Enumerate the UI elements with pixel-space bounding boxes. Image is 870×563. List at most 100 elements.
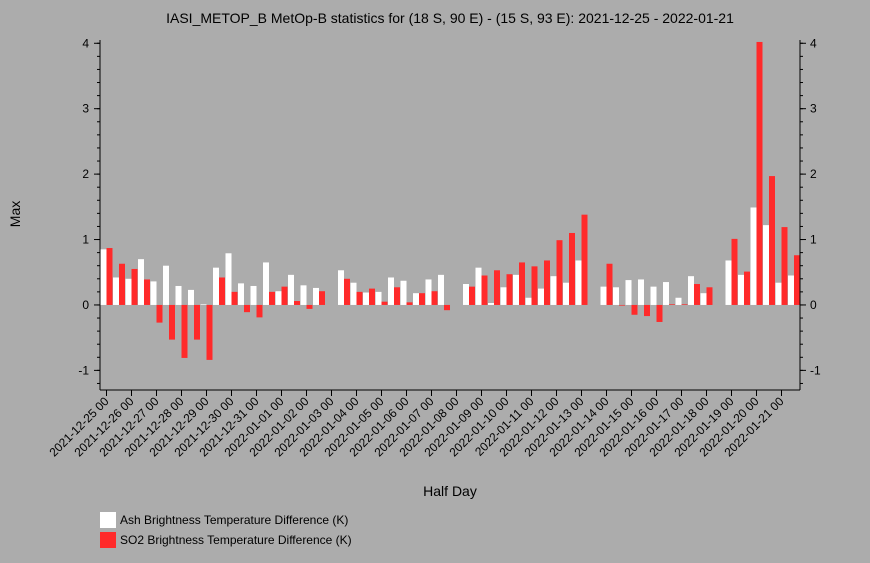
bar-ash bbox=[238, 283, 244, 305]
bar-ash bbox=[425, 279, 432, 305]
y-tick-label: 2 bbox=[810, 167, 817, 181]
bar-so2 bbox=[519, 262, 525, 305]
bar-ash bbox=[688, 276, 694, 305]
bar-so2 bbox=[269, 291, 275, 305]
bar-so2 bbox=[306, 304, 313, 309]
y-tick-label: -1 bbox=[78, 363, 89, 377]
bar-so2 bbox=[444, 304, 450, 311]
bar-so2 bbox=[319, 291, 325, 305]
bar-ash bbox=[225, 253, 232, 305]
legend-swatch-so2 bbox=[100, 532, 116, 548]
bar-so2 bbox=[494, 270, 500, 305]
chart-title: IASI_METOP_B MetOp-B statistics for (18 … bbox=[166, 10, 734, 26]
bar-ash bbox=[213, 267, 219, 305]
bar-ash bbox=[788, 275, 794, 305]
y-axis-label: Max bbox=[7, 201, 23, 227]
bar-ash bbox=[700, 293, 707, 305]
bar-so2 bbox=[406, 302, 413, 305]
bar-so2 bbox=[231, 291, 238, 305]
bar-ash bbox=[100, 249, 107, 305]
bar-ash bbox=[575, 260, 582, 305]
y-tick-label: 2 bbox=[82, 167, 89, 181]
bar-so2 bbox=[569, 232, 575, 305]
bar-so2 bbox=[394, 287, 400, 305]
y-tick-label: 1 bbox=[810, 233, 817, 247]
bar-so2 bbox=[144, 279, 150, 305]
bar-ash bbox=[675, 297, 682, 305]
bar-so2 bbox=[556, 240, 563, 305]
bar-so2 bbox=[756, 41, 763, 305]
x-axis-label: Half Day bbox=[423, 483, 477, 499]
bar-so2 bbox=[131, 268, 138, 305]
bar-ash bbox=[650, 286, 657, 305]
bar-so2 bbox=[419, 293, 425, 305]
bar-ash bbox=[200, 304, 207, 305]
bar-so2 bbox=[206, 304, 213, 360]
bar-ash bbox=[488, 302, 494, 305]
legend: Ash Brightness Temperature Difference (K… bbox=[100, 512, 352, 548]
bar-so2 bbox=[744, 271, 750, 305]
y-tick-label: -1 bbox=[810, 363, 821, 377]
bar-so2 bbox=[369, 288, 375, 305]
bar-so2 bbox=[731, 238, 738, 305]
bar-ash bbox=[125, 278, 132, 305]
bar-so2 bbox=[706, 287, 713, 305]
bar-so2 bbox=[694, 284, 700, 305]
bar-ash bbox=[475, 267, 482, 305]
bar-so2 bbox=[256, 304, 263, 318]
y-tick-label: 4 bbox=[82, 36, 89, 50]
bar-ash bbox=[338, 270, 344, 305]
bar-ash bbox=[175, 285, 182, 305]
bar-so2 bbox=[794, 255, 800, 305]
bar-ash bbox=[625, 280, 632, 305]
bar-ash bbox=[763, 225, 769, 305]
y-tick-label: 0 bbox=[810, 298, 817, 312]
bar-ash bbox=[350, 282, 357, 305]
bar-so2 bbox=[606, 263, 613, 305]
bar-ash bbox=[525, 297, 532, 305]
bar-ash bbox=[150, 281, 157, 305]
bar-ash bbox=[725, 260, 732, 305]
bar-so2 bbox=[194, 304, 200, 340]
bar-ash bbox=[563, 282, 569, 305]
y-tick-label: 0 bbox=[82, 298, 89, 312]
bar-so2 bbox=[481, 275, 488, 305]
bar-ash bbox=[400, 280, 407, 305]
bar-so2 bbox=[344, 278, 350, 305]
bar-ash bbox=[363, 292, 369, 305]
bar-so2 bbox=[781, 227, 788, 305]
bar-ash bbox=[263, 262, 269, 305]
bar-so2 bbox=[656, 304, 663, 322]
bar-ash bbox=[538, 288, 544, 305]
bar-so2 bbox=[294, 301, 300, 305]
bar-so2 bbox=[381, 301, 388, 305]
bar-so2 bbox=[531, 266, 538, 305]
bar-so2 bbox=[219, 277, 225, 305]
bar-ash bbox=[188, 289, 194, 305]
bar-so2 bbox=[169, 304, 175, 340]
bar-ash bbox=[738, 274, 744, 305]
bar-so2 bbox=[581, 214, 588, 305]
bar-ash bbox=[288, 274, 294, 305]
bar-ash bbox=[613, 287, 619, 305]
bar-ash bbox=[750, 207, 757, 305]
bar-so2 bbox=[156, 304, 163, 323]
bar-ash bbox=[275, 291, 282, 305]
bar-so2 bbox=[181, 304, 188, 358]
bar-so2 bbox=[356, 291, 363, 305]
bar-ash bbox=[138, 259, 144, 305]
bar-ash bbox=[300, 285, 307, 305]
bar-ash bbox=[500, 287, 507, 305]
bar-so2 bbox=[469, 286, 475, 305]
bar-ash bbox=[113, 277, 119, 305]
legend-label-so2: SO2 Brightness Temperature Difference (K… bbox=[120, 533, 352, 547]
bar-so2 bbox=[106, 248, 113, 305]
y-tick-label: 1 bbox=[82, 233, 89, 247]
bar-ash bbox=[375, 291, 382, 305]
bar-so2 bbox=[506, 274, 513, 305]
bar-so2 bbox=[619, 304, 625, 306]
bar-so2 bbox=[119, 263, 125, 305]
bar-ash bbox=[600, 286, 607, 305]
